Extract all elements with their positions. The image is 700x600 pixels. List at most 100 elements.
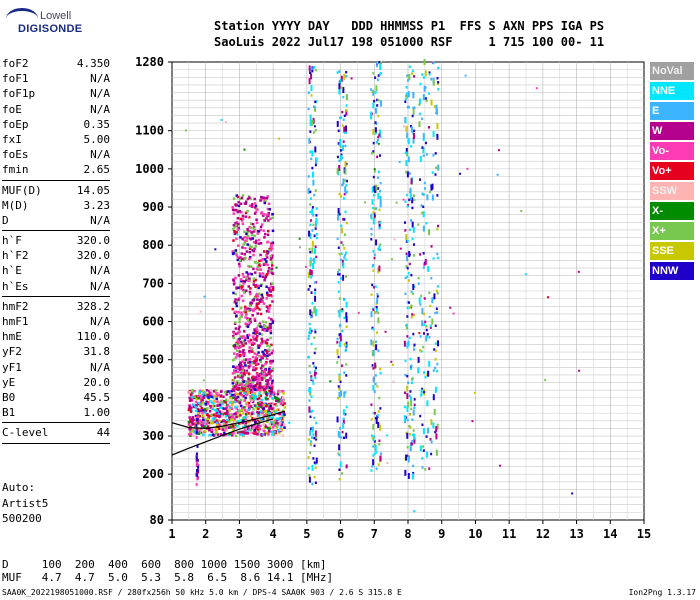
echo-point — [268, 359, 272, 363]
echo-point — [216, 394, 219, 398]
echo-point — [238, 401, 242, 404]
echo-point — [413, 345, 416, 348]
echo-point — [248, 351, 251, 354]
echo-point — [373, 440, 376, 443]
echo-point — [251, 411, 254, 414]
echo-point — [406, 193, 409, 197]
echo-point — [232, 336, 235, 340]
echo-point — [265, 351, 269, 354]
echo-point — [373, 99, 376, 103]
echo-point — [434, 173, 437, 176]
echo-point — [189, 424, 192, 428]
echo-point — [269, 370, 273, 373]
echo-point — [255, 367, 258, 370]
echo-point — [266, 381, 270, 384]
echo-point — [340, 227, 343, 234]
legend-item-sse: SSE — [650, 242, 694, 260]
echo-point — [264, 321, 268, 324]
echo-point — [262, 352, 265, 355]
echo-point — [262, 214, 265, 217]
echo-point — [314, 105, 317, 112]
echo-point — [196, 415, 199, 419]
echo-point — [236, 367, 240, 370]
echo-point — [278, 431, 281, 435]
echo-point — [339, 79, 342, 82]
echo-point — [377, 247, 380, 251]
echo-point — [423, 263, 426, 266]
echo-point — [251, 404, 255, 407]
y-tick-label: 300 — [142, 429, 164, 443]
echo-point — [341, 156, 344, 160]
echo-point — [241, 246, 244, 249]
echo-point — [379, 135, 382, 138]
echo-point — [245, 369, 248, 373]
echo-point — [218, 415, 221, 418]
echo-point — [310, 291, 313, 294]
echo-point — [402, 125, 405, 128]
echo-point — [194, 414, 198, 418]
echo-point — [310, 270, 313, 277]
echo-point — [241, 353, 245, 356]
echo-point — [237, 286, 240, 290]
echo-point — [267, 370, 271, 373]
echo-point — [201, 411, 204, 415]
echo-point — [410, 178, 413, 185]
echo-point — [198, 419, 202, 422]
echo-point — [377, 187, 380, 190]
echo-point — [271, 359, 275, 363]
echo-point — [197, 432, 201, 435]
echo-point — [189, 418, 192, 422]
echo-point — [273, 424, 276, 427]
echo-point — [234, 208, 238, 212]
echo-point — [188, 406, 191, 410]
echo-point — [244, 200, 248, 204]
echo-point — [336, 155, 339, 159]
echo-point — [308, 137, 311, 144]
echo-point — [245, 410, 249, 414]
echo-point — [338, 253, 341, 256]
echo-point — [209, 392, 213, 395]
echo-point — [373, 253, 376, 257]
echo-point — [202, 396, 206, 399]
echo-point — [232, 365, 235, 368]
echo-point — [255, 358, 259, 361]
echo-point — [259, 360, 263, 364]
echo-point — [260, 333, 264, 336]
echo-point — [225, 421, 228, 424]
echo-point — [256, 306, 259, 310]
echo-point — [197, 409, 200, 412]
echo-point — [234, 310, 237, 314]
echo-point — [239, 284, 242, 287]
echo-point — [338, 468, 341, 471]
echo-point — [195, 429, 198, 433]
echo-point — [246, 235, 249, 238]
echo-point — [233, 322, 237, 325]
echo-point — [375, 140, 378, 144]
echo-point — [312, 131, 315, 134]
echo-point — [259, 355, 263, 358]
echo-point — [230, 407, 234, 411]
param-name: h`E — [2, 264, 22, 278]
param-name: C-level — [2, 426, 49, 440]
echo-point — [228, 426, 231, 430]
echo-point — [250, 399, 254, 402]
echo-point — [243, 305, 247, 309]
legend-item-noval: NoVal — [650, 62, 694, 80]
echo-point — [405, 125, 408, 132]
echo-point — [430, 77, 433, 81]
echo-point — [410, 145, 413, 148]
echo-point — [404, 151, 407, 155]
echo-point — [329, 380, 332, 383]
echo-point — [194, 416, 197, 420]
echo-point — [213, 417, 217, 420]
echo-point — [195, 473, 198, 477]
echo-point — [314, 430, 317, 437]
echo-point — [252, 425, 256, 428]
echo-point — [244, 316, 247, 319]
echo-point — [245, 404, 249, 408]
echo-point — [428, 315, 431, 318]
echo-point — [269, 329, 273, 333]
echo-point — [313, 475, 316, 479]
echo-point — [246, 236, 249, 240]
echo-point — [422, 76, 425, 79]
